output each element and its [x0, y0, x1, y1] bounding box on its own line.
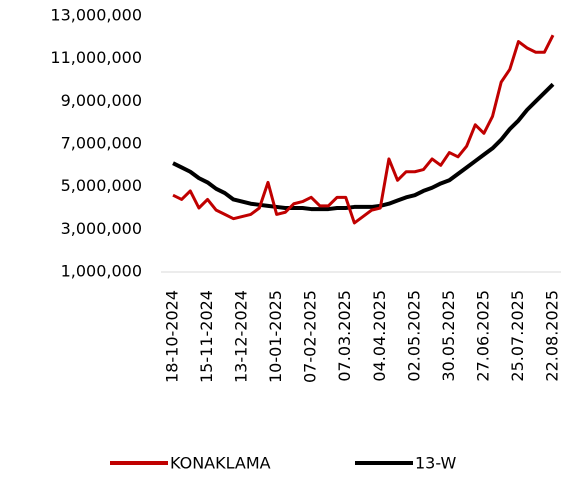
x-tick-label: 13-12-2024 — [232, 290, 251, 383]
line-series — [172, 34, 555, 225]
x-tick-label: 18-10-2024 — [163, 290, 182, 383]
y-tick-label: 9,000,000 — [61, 91, 142, 110]
y-tick-label: 3,000,000 — [61, 219, 142, 238]
x-tick-label: 07-02-2025 — [301, 290, 320, 383]
x-tick-label: 27.06.2025 — [473, 290, 492, 382]
x-tick-label: 07.03.2025 — [335, 290, 354, 382]
x-tick-label: 04.04.2025 — [370, 290, 389, 382]
y-tick-label: 13,000,000 — [50, 6, 142, 25]
x-tick-label: 30.05.2025 — [439, 290, 458, 382]
y-tick-label: 5,000,000 — [61, 176, 142, 195]
y-tick-label: 11,000,000 — [50, 48, 142, 67]
x-tick-label: 25.07.2025 — [508, 290, 527, 382]
legend-label: 13-W — [415, 454, 456, 473]
legend-label: KONAKLAMA — [170, 454, 271, 473]
x-tick-label: 22.08.2025 — [543, 290, 562, 382]
line-series — [172, 82, 555, 212]
x-tick-label: 10-01-2025 — [266, 290, 285, 383]
y-tick-label: 7,000,000 — [61, 134, 142, 153]
x-tick-label: 02.05.2025 — [404, 290, 423, 382]
y-tick-label: 1,000,000 — [61, 262, 142, 281]
x-tick-label: 15-11-2024 — [197, 290, 216, 383]
